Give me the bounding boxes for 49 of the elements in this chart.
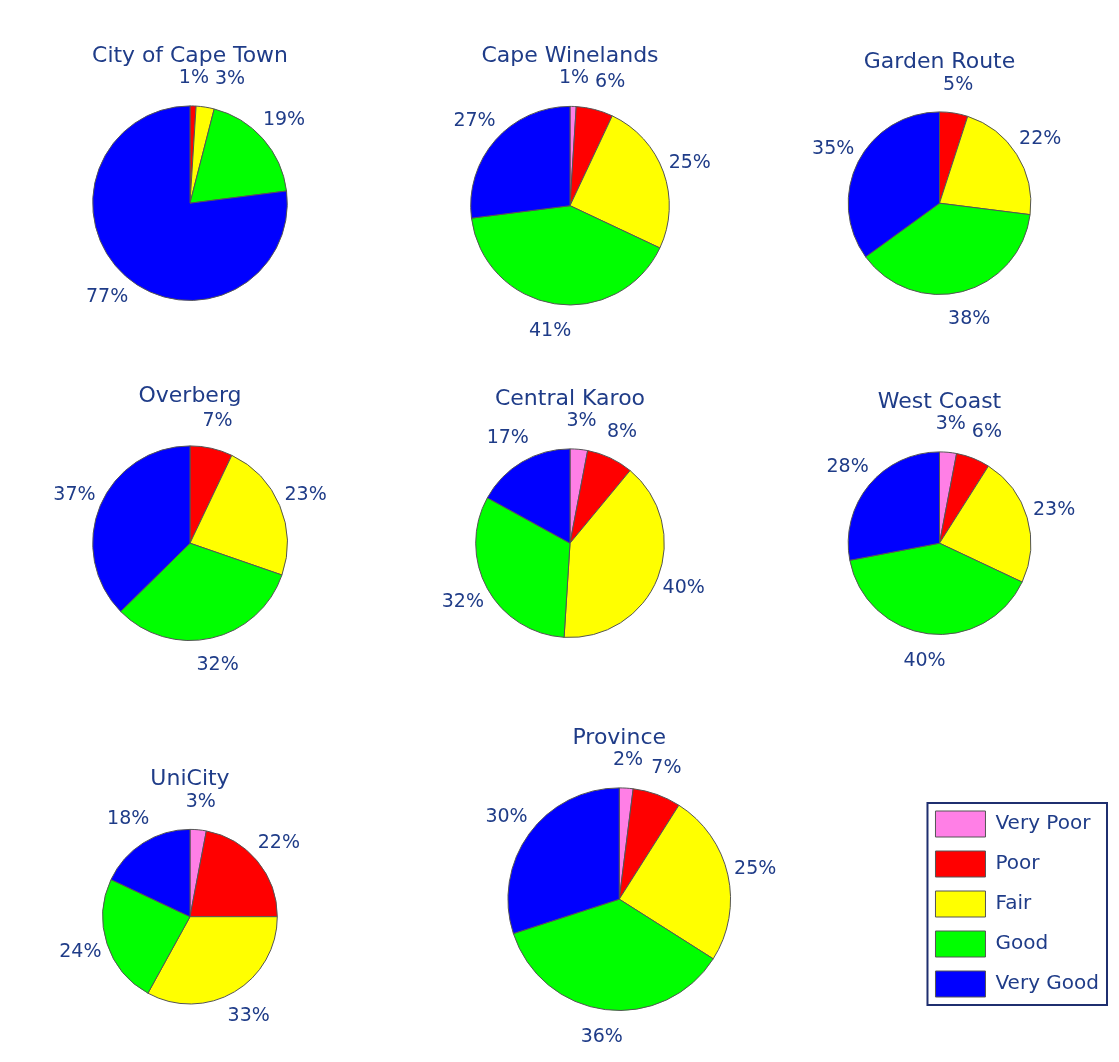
legend-label: Very Good	[995, 970, 1099, 995]
data-label: 3%	[215, 66, 246, 89]
data-label: 3%	[566, 408, 597, 431]
data-label: 17%	[486, 424, 529, 447]
data-label: 5%	[943, 72, 974, 95]
chart-title: UniCity	[150, 765, 230, 791]
legend-label: Good	[995, 930, 1049, 955]
data-label: 3%	[185, 788, 216, 811]
data-label: 32%	[196, 652, 239, 675]
chart-title: Central Karoo	[494, 384, 646, 410]
data-label: 1%	[558, 65, 590, 88]
data-label: 38%	[948, 305, 991, 328]
data-label: 77%	[86, 284, 129, 307]
chart-title: City of Cape Town	[92, 41, 288, 67]
data-label: 23%	[1032, 496, 1076, 519]
data-label: 40%	[903, 648, 946, 671]
data-label: 25%	[734, 855, 777, 878]
data-label: 2%	[612, 747, 644, 770]
legend-label: Fair	[995, 890, 1032, 915]
data-label: 25%	[668, 149, 711, 172]
data-label: 23%	[284, 481, 327, 504]
data-label: 22%	[1019, 126, 1062, 149]
data-label: 37%	[53, 481, 96, 504]
data-label: 22%	[257, 830, 300, 853]
data-label: 40%	[662, 575, 705, 598]
chart-title: Province	[572, 723, 667, 749]
data-label: 32%	[441, 589, 484, 612]
chart-title: Garden Route	[863, 47, 1016, 73]
data-label: 8%	[606, 419, 638, 442]
legend-label: Very Poor	[995, 810, 1092, 835]
data-label: 24%	[59, 939, 102, 962]
data-label: 3%	[935, 411, 966, 434]
chart-title: West Coast	[877, 387, 1002, 413]
data-label: 7%	[202, 407, 233, 430]
data-label: 36%	[580, 1024, 623, 1047]
data-label: 7%	[651, 755, 682, 778]
data-label: 33%	[227, 1002, 270, 1025]
data-label: 35%	[812, 135, 855, 158]
data-label: 28%	[826, 454, 869, 477]
data-label: 6%	[971, 419, 1002, 442]
data-label: 30%	[485, 804, 528, 827]
legend-label: Poor	[995, 850, 1041, 875]
data-label: 18%	[107, 806, 150, 829]
chart-title: Overberg	[138, 381, 242, 407]
data-label: 6%	[595, 69, 626, 92]
data-label: 19%	[262, 107, 306, 130]
chart-title: Cape Winelands	[481, 42, 659, 68]
data-label: 27%	[453, 108, 496, 131]
data-label: 41%	[528, 318, 572, 341]
